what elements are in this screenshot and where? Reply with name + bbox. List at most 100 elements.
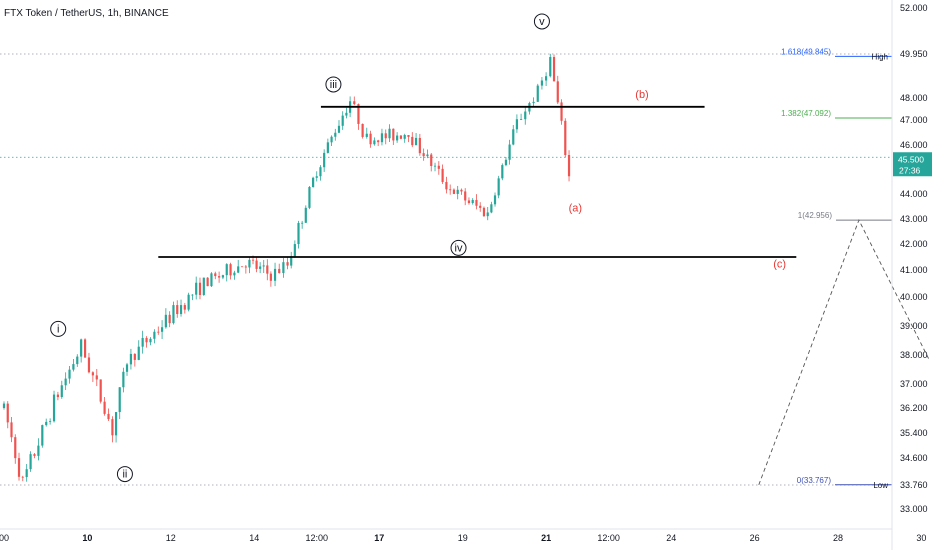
candle-body	[482, 207, 486, 217]
candle-body	[519, 119, 523, 121]
candle-body	[373, 140, 376, 145]
wave-circle	[325, 76, 342, 93]
wave-circle	[50, 320, 67, 337]
wave-circle	[116, 466, 133, 483]
y-tick-label: 34.600	[900, 453, 928, 463]
candle-body	[198, 282, 202, 295]
candle-body	[369, 133, 372, 145]
candle-body	[99, 379, 102, 402]
candle-body	[290, 256, 293, 266]
fib-level-label: 1(42.956)	[798, 211, 833, 220]
candle-body	[14, 437, 17, 459]
candle-body	[202, 277, 205, 295]
y-tick-label: 41.000	[900, 265, 928, 275]
candle-body	[262, 265, 265, 267]
candle-body	[76, 356, 79, 365]
candle-body	[341, 115, 344, 126]
corrective-label: (a)	[569, 203, 582, 215]
candle-body	[304, 207, 307, 223]
fibonacci-levels: 1.618(49.845) High 1.382(47.092) 1(42.956) 0…	[781, 47, 892, 490]
x-tick-label: 21	[541, 533, 551, 543]
x-tick-label: 12:00	[597, 533, 620, 543]
candle-body	[17, 458, 21, 477]
candle-body	[195, 282, 198, 295]
candle-body	[319, 167, 322, 177]
candle-body	[399, 135, 403, 139]
candle-body	[176, 305, 179, 315]
candle-body	[125, 364, 129, 372]
candle-body	[278, 268, 281, 273]
candle-body	[83, 339, 87, 358]
candle-body	[45, 421, 48, 426]
y-tick-label: 38.000	[900, 350, 928, 360]
candle-body	[297, 223, 300, 245]
y-axis[interactable]: 52.000 49.950 48.000 47.000 46.000 44.000 43.0…	[891, 0, 932, 550]
candle-body	[206, 277, 209, 287]
candle-body	[68, 369, 71, 379]
x-tick-label: 00	[0, 533, 9, 543]
candle-body	[282, 262, 285, 273]
candle-body	[353, 101, 356, 105]
candle-body	[361, 123, 364, 137]
candle-body	[501, 165, 504, 179]
candle-body	[392, 128, 395, 141]
candle-body	[552, 57, 556, 82]
candle-body	[486, 212, 489, 217]
candle-body	[293, 244, 296, 257]
candle-body	[545, 76, 548, 81]
candle-body	[157, 331, 160, 333]
candle-body	[95, 375, 98, 380]
y-tick-label: 37.000	[900, 379, 928, 389]
candle-body	[21, 476, 24, 478]
candle-body	[218, 276, 221, 278]
candle-body	[512, 129, 515, 145]
candle-body	[103, 401, 106, 414]
candle-body	[475, 199, 478, 206]
dotted-levels	[0, 53, 892, 486]
candle-body	[251, 259, 255, 261]
candle-body	[326, 142, 329, 153]
candle-body	[493, 195, 497, 205]
candle-body	[449, 189, 452, 191]
candle-body	[536, 85, 539, 102]
x-tick-label: 30	[916, 533, 926, 543]
candle-body	[269, 273, 272, 281]
candle-body	[418, 137, 421, 154]
candle-body	[504, 159, 508, 166]
candle-body	[41, 425, 44, 446]
x-axis[interactable]: 00 10 12 14 12:00 17 19 21 12:00 24 26 28 30	[0, 528, 926, 543]
candle-body	[233, 272, 236, 276]
candle-body	[210, 273, 213, 287]
candles	[2, 53, 571, 482]
y-tick-label: 40.000	[900, 292, 928, 302]
candle-body	[129, 353, 133, 365]
last-price-badge	[893, 152, 932, 177]
candle-body	[225, 264, 228, 276]
candle-body	[137, 346, 140, 360]
candle-body	[556, 81, 559, 103]
candle-body	[334, 132, 337, 137]
y-tick-label: 49.950	[900, 49, 928, 59]
corrective-label: (c)	[773, 258, 786, 270]
candle-body	[515, 119, 519, 130]
y-tick-label: 48.000	[900, 93, 928, 103]
candle-body	[365, 133, 368, 137]
candle-body	[37, 445, 40, 456]
wave-circle	[533, 13, 550, 30]
candle-body	[323, 152, 326, 168]
candle-body	[414, 137, 418, 146]
wave-label-ii: ii	[122, 469, 127, 481]
candle-body	[29, 454, 32, 470]
candle-body	[437, 165, 440, 169]
wave-label-v: v	[539, 16, 545, 28]
candle-body	[52, 394, 56, 422]
y-tick-label: 35.400	[900, 428, 928, 438]
candle-body	[396, 135, 399, 141]
candle-body	[2, 403, 6, 408]
x-tick-label: 26	[750, 533, 760, 543]
candle-body	[312, 177, 315, 187]
candle-body	[118, 387, 121, 413]
candle-body	[49, 421, 52, 423]
